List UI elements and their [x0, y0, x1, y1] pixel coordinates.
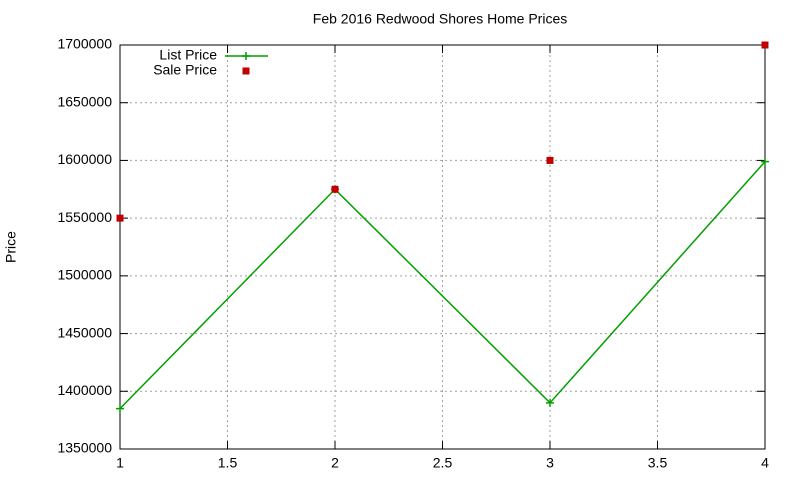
x-tick-label: 1.5: [218, 455, 238, 471]
y-tick-label: 1500000: [57, 267, 112, 283]
x-tick-label: 2.5: [433, 455, 453, 471]
y-tick-label: 1650000: [57, 93, 112, 109]
plot-frame: [119, 44, 766, 450]
legend-marker: [242, 67, 250, 75]
x-tick-label: 3.5: [648, 455, 668, 471]
x-tick-label: 4: [761, 455, 769, 471]
y-tick-label: 1600000: [57, 151, 112, 167]
point-marker: [116, 404, 124, 413]
point-marker: [546, 156, 554, 164]
legend-label: List Price: [159, 47, 217, 63]
point-marker: [761, 157, 769, 166]
x-tick-label: 2: [331, 455, 339, 471]
y-tick-label: 1550000: [57, 209, 112, 225]
y-tick-label: 1350000: [57, 440, 112, 456]
series-line: [119, 161, 766, 410]
chart-title: Feb 2016 Redwood Shores Home Prices: [313, 11, 567, 27]
x-tick-label: 1: [116, 455, 124, 471]
point-marker: [761, 41, 769, 49]
point-marker: [546, 398, 554, 407]
y-tick-label: 1400000: [57, 382, 112, 398]
point-marker: [116, 214, 124, 222]
y-tick-label: 1450000: [57, 324, 112, 340]
y-tick-label: 1700000: [57, 36, 112, 52]
y-axis-label: Price: [3, 231, 19, 263]
x-tick-label: 3: [546, 455, 554, 471]
legend-label: Sale Price: [153, 62, 217, 78]
point-marker: [331, 185, 339, 193]
legend-marker: [242, 52, 250, 60]
